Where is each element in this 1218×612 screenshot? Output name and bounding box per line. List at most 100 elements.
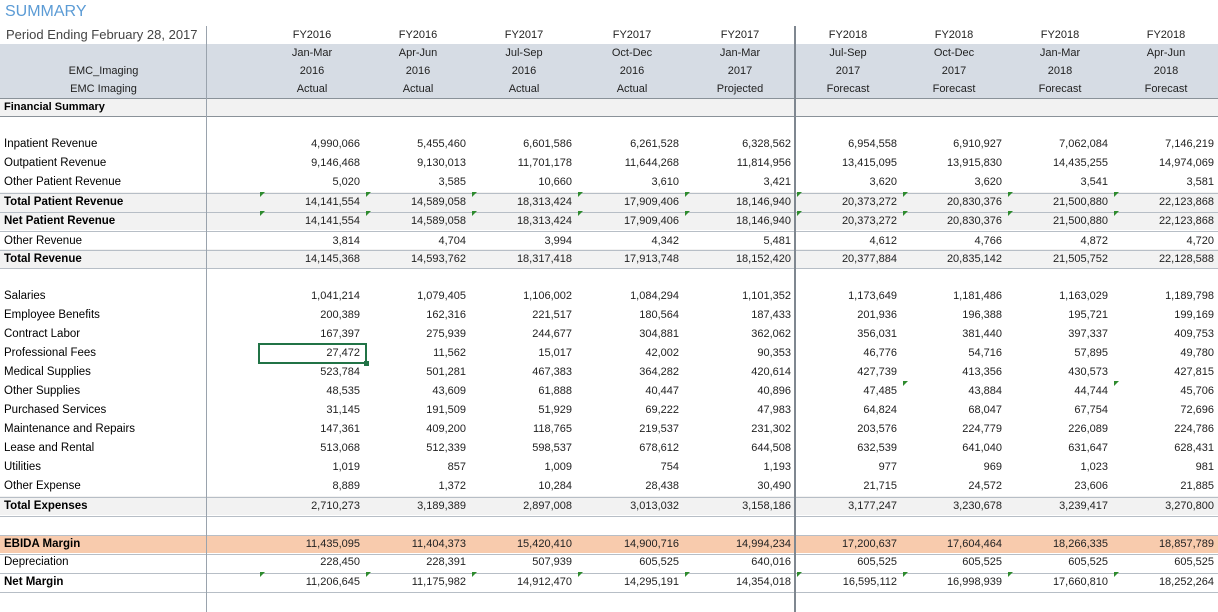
data-cell[interactable]: 605,525: [1068, 556, 1108, 568]
data-cell[interactable]: 9,130,013: [417, 157, 466, 169]
data-cell[interactable]: 18,252,264: [1158, 576, 1214, 588]
data-cell[interactable]: 598,537: [532, 442, 572, 454]
data-cell[interactable]: 14,593,762: [410, 253, 466, 265]
data-cell[interactable]: 15,420,410: [516, 538, 572, 550]
data-cell[interactable]: 512,339: [426, 442, 466, 454]
data-cell[interactable]: 631,647: [1068, 442, 1108, 454]
data-cell[interactable]: 47,983: [757, 404, 791, 416]
data-cell[interactable]: 11,644,268: [624, 157, 679, 169]
data-cell[interactable]: 6,601,586: [523, 138, 572, 150]
data-cell[interactable]: 3,581: [1186, 176, 1214, 188]
data-cell[interactable]: 275,939: [426, 328, 466, 340]
data-cell[interactable]: 11,562: [433, 347, 466, 359]
data-cell[interactable]: 2,710,273: [311, 500, 360, 512]
data-cell[interactable]: 427,815: [1174, 366, 1214, 378]
data-cell[interactable]: 21,500,880: [1052, 196, 1108, 208]
data-cell[interactable]: 43,884: [968, 385, 1002, 397]
data-cell[interactable]: 17,604,464: [946, 538, 1002, 550]
data-cell[interactable]: 644,508: [751, 442, 791, 454]
data-cell[interactable]: 46,776: [863, 347, 897, 359]
data-cell[interactable]: 4,766: [974, 235, 1002, 247]
data-cell[interactable]: 14,974,069: [1158, 157, 1214, 169]
data-cell[interactable]: 14,141,554: [304, 196, 360, 208]
data-cell[interactable]: 14,295,191: [623, 576, 679, 588]
data-cell[interactable]: 14,912,470: [516, 576, 572, 588]
data-cell[interactable]: 981: [1195, 461, 1214, 473]
data-cell[interactable]: 28,438: [645, 480, 679, 492]
data-cell[interactable]: 17,660,810: [1052, 576, 1108, 588]
data-cell[interactable]: 118,765: [533, 423, 572, 435]
data-cell[interactable]: 6,910,927: [953, 138, 1002, 150]
data-cell[interactable]: 857: [447, 461, 466, 473]
data-cell[interactable]: 18,146,940: [735, 215, 791, 227]
data-cell[interactable]: 20,373,272: [841, 196, 897, 208]
data-cell[interactable]: 413,356: [962, 366, 1002, 378]
data-cell[interactable]: 4,990,066: [311, 138, 360, 150]
data-cell[interactable]: 17,913,748: [623, 253, 679, 265]
data-cell[interactable]: 17,909,406: [623, 196, 679, 208]
data-cell[interactable]: 68,047: [968, 404, 1002, 416]
data-cell[interactable]: 72,696: [1180, 404, 1214, 416]
data-cell[interactable]: 90,353: [757, 347, 791, 359]
data-cell[interactable]: 6,261,528: [630, 138, 679, 150]
data-cell[interactable]: 523,784: [320, 366, 360, 378]
data-cell[interactable]: 21,500,880: [1052, 215, 1108, 227]
data-cell[interactable]: 1,163,029: [1059, 290, 1108, 302]
data-cell[interactable]: 18,152,420: [735, 253, 791, 265]
data-cell[interactable]: 605,525: [962, 556, 1002, 568]
data-cell[interactable]: 605,525: [857, 556, 897, 568]
data-cell[interactable]: 14,141,554: [304, 215, 360, 227]
data-cell[interactable]: 22,128,588: [1158, 253, 1214, 265]
data-cell[interactable]: 3,620: [974, 176, 1002, 188]
data-cell[interactable]: 397,337: [1068, 328, 1108, 340]
data-cell[interactable]: 45,706: [1180, 385, 1214, 397]
data-cell[interactable]: 180,564: [639, 309, 679, 321]
data-cell[interactable]: 3,158,186: [742, 500, 791, 512]
data-cell[interactable]: 11,404,373: [411, 538, 466, 550]
data-cell[interactable]: 1,106,002: [523, 290, 572, 302]
data-cell[interactable]: 57,895: [1074, 347, 1108, 359]
data-cell[interactable]: 61,888: [538, 385, 572, 397]
data-cell[interactable]: 1,079,405: [417, 290, 466, 302]
data-cell[interactable]: 605,525: [1174, 556, 1214, 568]
data-cell[interactable]: 501,281: [426, 366, 466, 378]
data-cell[interactable]: 427,739: [857, 366, 897, 378]
data-cell[interactable]: 14,589,058: [410, 215, 466, 227]
data-cell[interactable]: 20,835,142: [946, 253, 1002, 265]
data-cell[interactable]: 22,123,868: [1158, 215, 1214, 227]
data-cell[interactable]: 167,397: [320, 328, 360, 340]
data-cell[interactable]: 42,002: [645, 347, 679, 359]
data-cell[interactable]: 21,505,752: [1052, 253, 1108, 265]
data-cell[interactable]: 147,361: [320, 423, 360, 435]
data-cell[interactable]: 10,660: [538, 176, 572, 188]
data-cell[interactable]: 754: [660, 461, 679, 473]
data-cell[interactable]: 16,595,112: [842, 576, 897, 588]
data-cell[interactable]: 24,572: [968, 480, 1002, 492]
data-cell[interactable]: 3,189,389: [417, 500, 466, 512]
data-cell[interactable]: 18,317,418: [516, 253, 572, 265]
data-cell[interactable]: 20,377,884: [841, 253, 897, 265]
data-cell[interactable]: 632,539: [857, 442, 897, 454]
data-cell[interactable]: 977: [878, 461, 897, 473]
data-cell[interactable]: 21,715: [863, 480, 897, 492]
data-cell[interactable]: 195,721: [1068, 309, 1108, 321]
data-cell[interactable]: 3,270,800: [1165, 500, 1214, 512]
data-cell[interactable]: 67,754: [1074, 404, 1108, 416]
data-cell[interactable]: 231,302: [751, 423, 791, 435]
data-cell[interactable]: 3,013,032: [630, 500, 679, 512]
data-cell[interactable]: 196,388: [962, 309, 1002, 321]
data-cell[interactable]: 6,954,558: [848, 138, 897, 150]
data-cell[interactable]: 356,031: [857, 328, 897, 340]
data-cell[interactable]: 4,704: [438, 235, 466, 247]
data-cell[interactable]: 228,450: [320, 556, 360, 568]
data-cell[interactable]: 17,200,637: [841, 538, 897, 550]
data-cell[interactable]: 1,193: [763, 461, 791, 473]
data-cell[interactable]: 3,620: [869, 176, 897, 188]
data-cell[interactable]: 640,016: [751, 556, 791, 568]
data-cell[interactable]: 228,391: [426, 556, 466, 568]
data-cell[interactable]: 20,373,272: [841, 215, 897, 227]
data-cell[interactable]: 3,177,247: [848, 500, 897, 512]
data-cell[interactable]: 3,610: [651, 176, 679, 188]
data-cell[interactable]: 420,614: [751, 366, 791, 378]
data-cell[interactable]: 191,509: [426, 404, 466, 416]
